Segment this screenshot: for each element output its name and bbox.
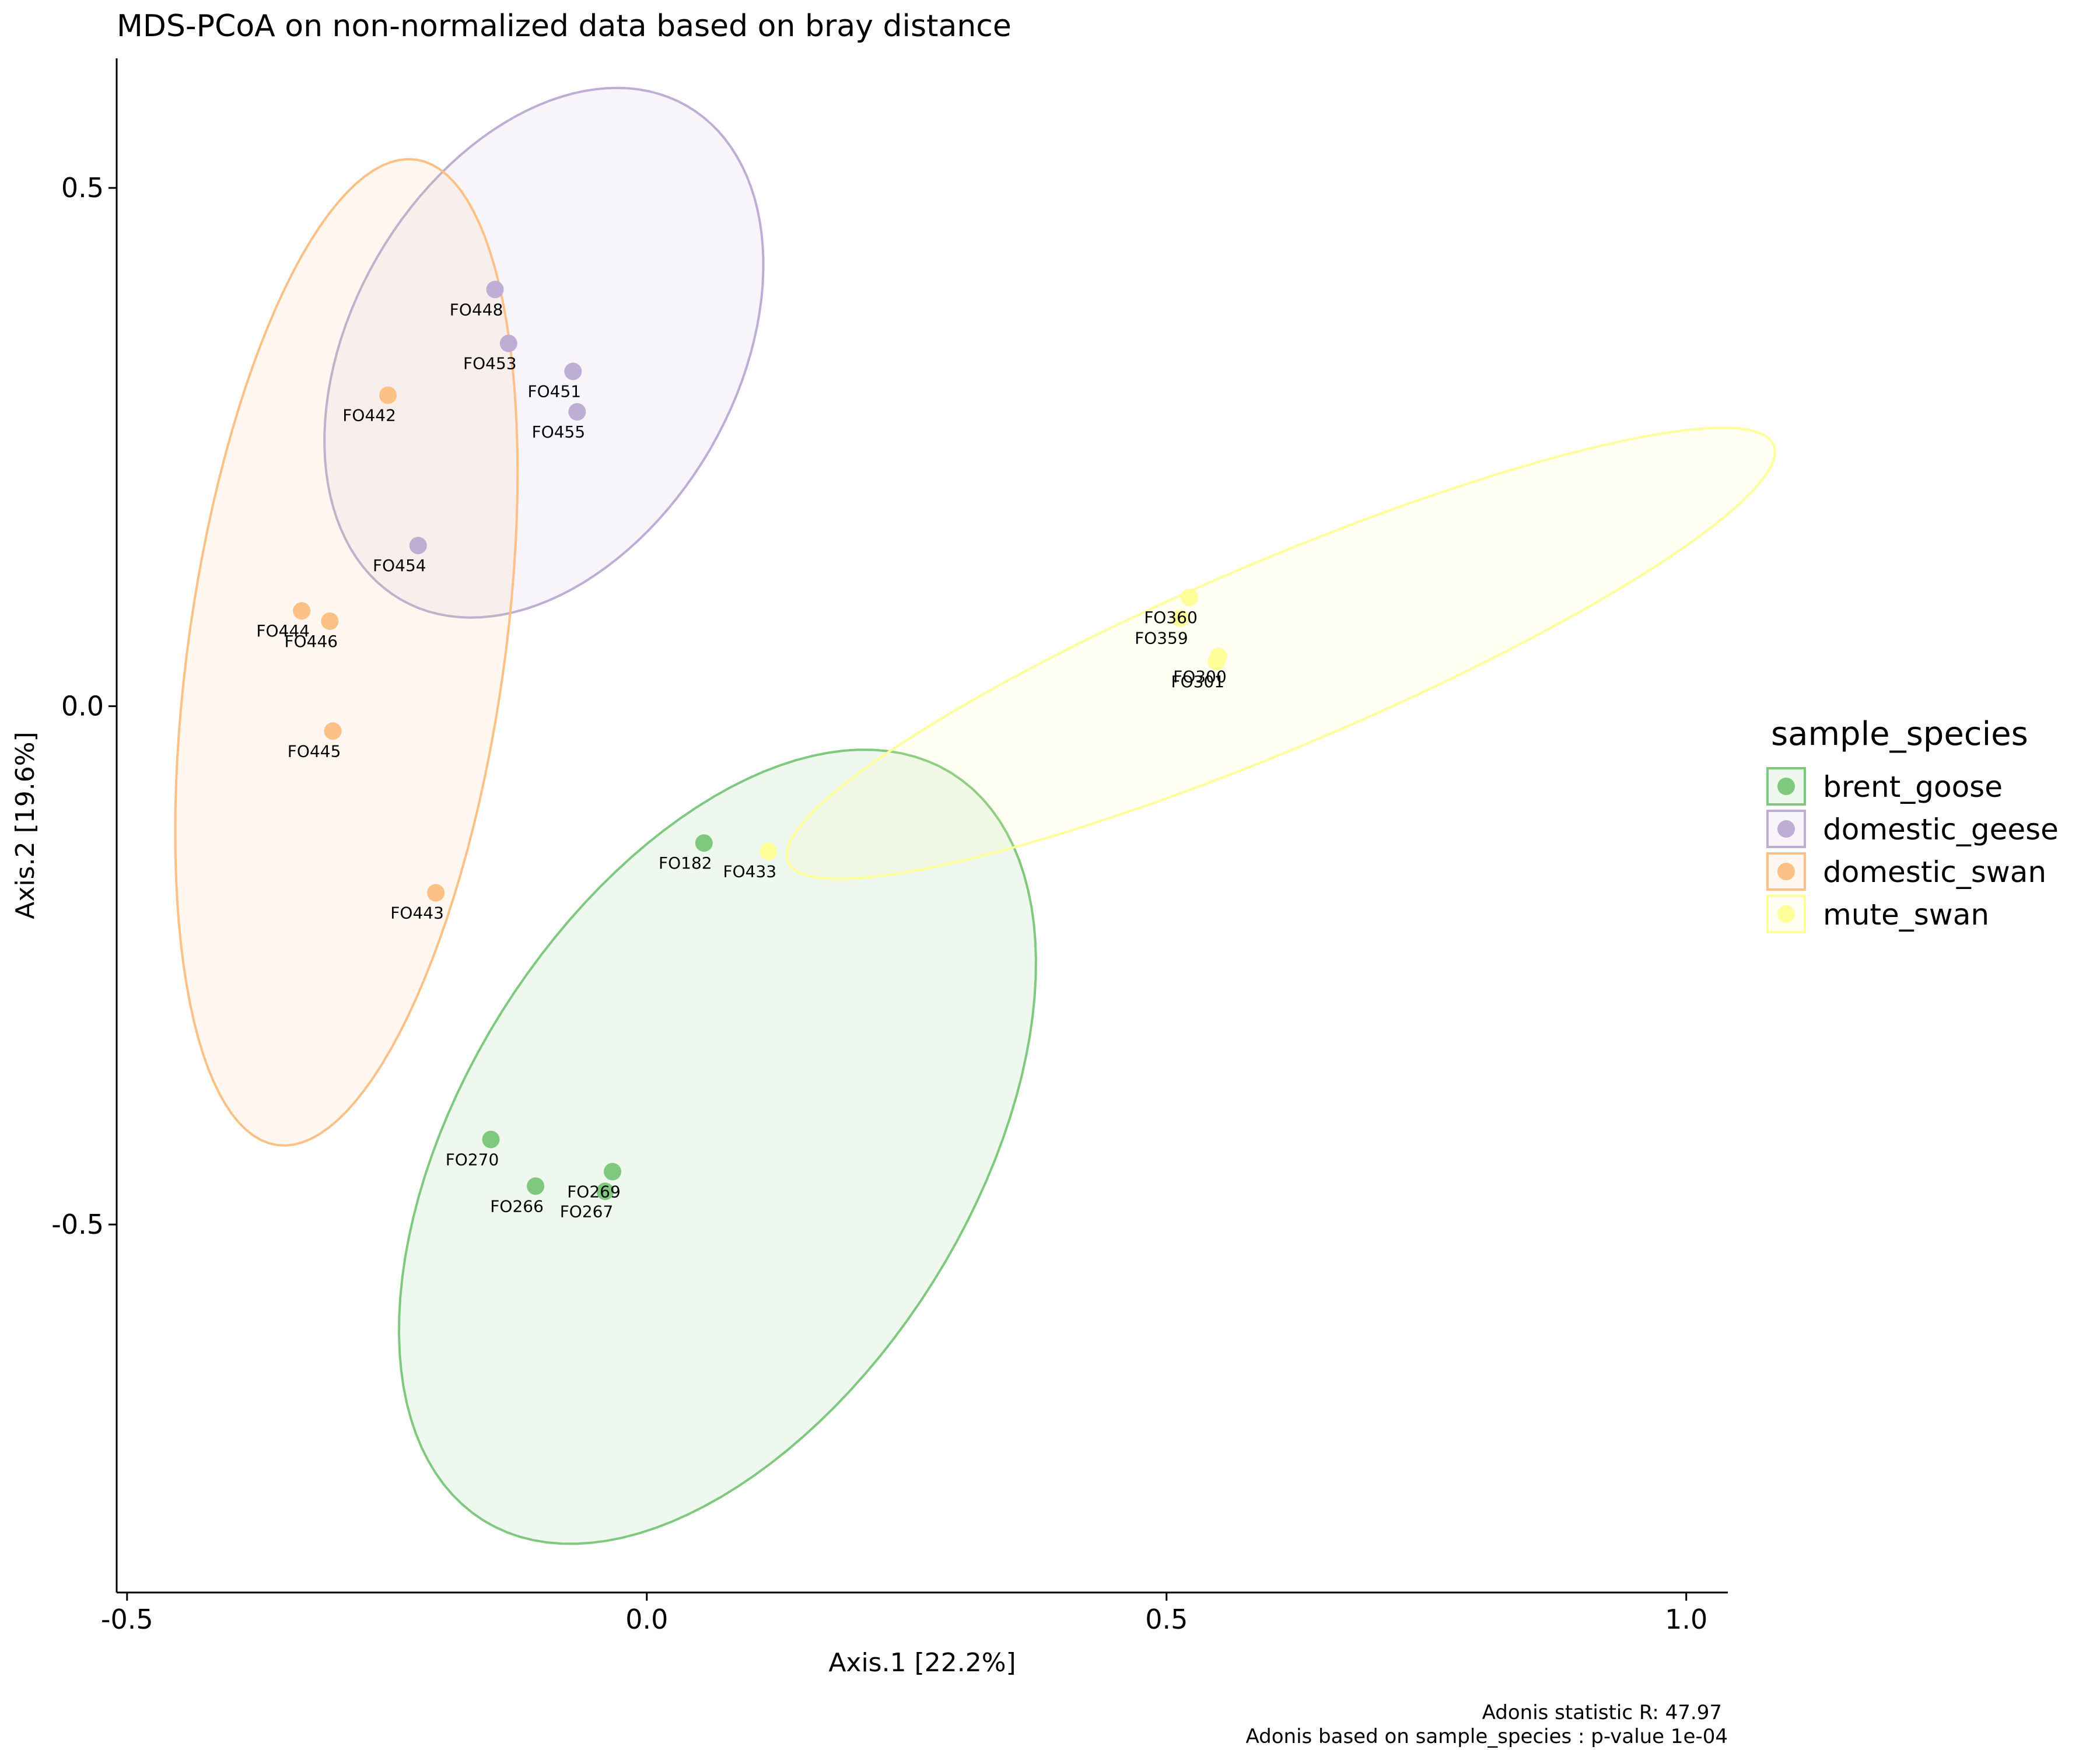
- point-fo270: [482, 1130, 500, 1149]
- point-label-fo433: FO433: [723, 862, 777, 881]
- x-tick-label: -0.5: [101, 1604, 153, 1635]
- point-label-fo453: FO453: [463, 354, 517, 373]
- ellipse-mute-swan: [785, 426, 1776, 880]
- legend: sample_species brent_goose domestic_geese…: [1766, 715, 2059, 933]
- point-label-fo446: FO446: [285, 632, 338, 651]
- legend-marker-mute-swan: [1777, 905, 1795, 923]
- point-label-fo359: FO359: [1135, 629, 1188, 648]
- chart-title: MDS-PCoA on non-normalized data based on…: [117, 9, 1012, 44]
- point-fo433: [760, 842, 778, 860]
- caption-line-1: Adonis statistic R: 47.97: [1482, 1701, 1722, 1724]
- point-fo444: [293, 602, 311, 620]
- data-points: [293, 281, 1227, 1200]
- point-fo446: [321, 612, 339, 630]
- point-fo269: [604, 1163, 621, 1181]
- legend-marker-brent-goose: [1777, 778, 1795, 795]
- point-fo442: [379, 386, 397, 404]
- legend-label-domestic-swan: domestic_swan: [1823, 855, 2046, 889]
- legend-label-mute-swan: mute_swan: [1823, 898, 1989, 932]
- ellipse-domestic-geese: [323, 86, 765, 619]
- y-tick-label: -0.5: [51, 1209, 104, 1240]
- point-fo451: [564, 362, 582, 380]
- y-axis-label: Axis.2 [19.6%]: [10, 732, 40, 919]
- legend-title: sample_species: [1771, 715, 2028, 753]
- point-fo455: [568, 403, 586, 421]
- point-fo267: [596, 1182, 614, 1200]
- y-tick-label: 0.0: [61, 691, 104, 722]
- point-label-fo267: FO267: [560, 1202, 614, 1221]
- point-fo301: [1208, 653, 1226, 671]
- point-label-fo442: FO442: [342, 406, 396, 425]
- x-tick-label: 0.5: [1145, 1604, 1188, 1635]
- point-label-fo444: FO444: [256, 621, 310, 640]
- point-fo266: [527, 1177, 545, 1195]
- y-tick-label: 0.5: [61, 172, 104, 204]
- caption-line-2: Adonis based on sample_species : p-value…: [1245, 1725, 1728, 1748]
- x-axis-label: Axis.1 [22.2%]: [828, 1648, 1016, 1678]
- point-label-fo454: FO454: [373, 556, 426, 575]
- point-label-fo301: FO301: [1171, 672, 1225, 691]
- point-label-fo266: FO266: [490, 1196, 544, 1216]
- legend-key-domestic-swan: [1766, 852, 1806, 891]
- point-label-fo182: FO182: [659, 853, 712, 873]
- legend-marker-domestic-swan: [1777, 863, 1795, 880]
- point-fo454: [409, 537, 427, 555]
- point-fo445: [324, 722, 342, 740]
- point-label-fo443: FO443: [390, 904, 444, 923]
- legend-label-domestic-geese: domestic_geese: [1823, 813, 2059, 846]
- x-tick-label: 1.0: [1665, 1604, 1707, 1635]
- point-label-fo269: FO269: [567, 1182, 621, 1202]
- point-fo443: [427, 884, 445, 902]
- caption: Adonis statistic R: 47.97 Adonis based o…: [1245, 1701, 1728, 1748]
- point-label-fo455: FO455: [532, 422, 586, 442]
- axes: -0.5 0.0 0.5 1.0 -0.5 0.0 0.5: [51, 58, 1728, 1635]
- point-label-fo448: FO448: [450, 300, 503, 319]
- point-fo359: [1171, 609, 1189, 627]
- point-fo453: [499, 334, 517, 352]
- ellipse-brent-goose: [397, 748, 1037, 1545]
- confidence-ellipses: [174, 86, 1776, 1545]
- point-label-fo451: FO451: [528, 382, 582, 401]
- point-fo360: [1181, 589, 1198, 607]
- point-label-fo445: FO445: [288, 741, 341, 761]
- legend-label-brent-goose: brent_goose: [1823, 770, 2003, 804]
- legend-marker-domestic-geese: [1777, 820, 1795, 838]
- point-label-fo270: FO270: [446, 1150, 499, 1169]
- x-tick-label: 0.0: [625, 1604, 668, 1635]
- point-fo182: [695, 834, 713, 852]
- point-fo448: [486, 281, 504, 299]
- point-label-fo300: FO300: [1173, 667, 1227, 686]
- point-label-fo360: FO360: [1144, 608, 1198, 627]
